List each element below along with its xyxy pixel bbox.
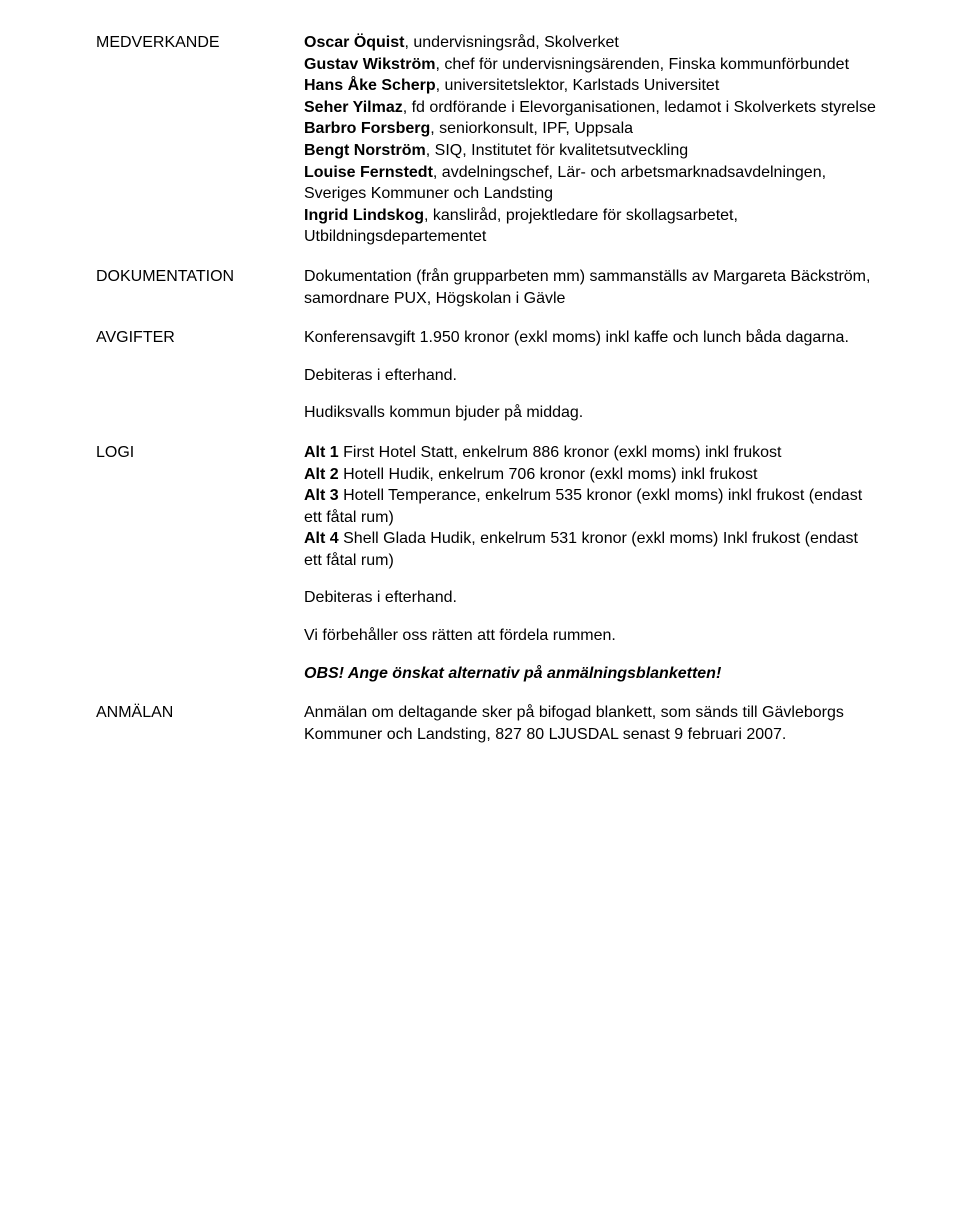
section-logi: LOGI Alt 1 First Hotel Statt, enkelrum 8… — [96, 442, 880, 684]
person-name: Ingrid Lindskog — [304, 207, 424, 224]
label-logi: LOGI — [96, 442, 304, 684]
logi-p2: Debiteras i efterhand. — [304, 587, 880, 609]
label-medverkande: MEDVERKANDE — [96, 32, 304, 248]
person-role: , seniorkonsult, IPF, Uppsala — [430, 120, 633, 137]
person-role: , chef för undervisningsärenden, Finska … — [435, 56, 849, 73]
dokumentation-text: Dokumentation (från grupparbeten mm) sam… — [304, 266, 880, 309]
person-role: , undervisningsråd, Skolverket — [404, 34, 618, 51]
avgifter-p3: Hudiksvalls kommun bjuder på middag. — [304, 402, 880, 424]
person-name: Seher Yilmaz — [304, 99, 403, 116]
person-name: Hans Åke Scherp — [304, 77, 436, 94]
section-dokumentation: DOKUMENTATION Dokumentation (från gruppa… — [96, 266, 880, 309]
label-anmalan: ANMÄLAN — [96, 702, 304, 745]
avgifter-p2: Debiteras i efterhand. — [304, 365, 880, 387]
logi-alt-lead: Alt 3 — [304, 487, 339, 504]
logi-alt-lead: Alt 2 — [304, 466, 339, 483]
person-name: Barbro Forsberg — [304, 120, 430, 137]
label-avgifter: AVGIFTER — [96, 327, 304, 424]
person-name: Louise Fernstedt — [304, 164, 433, 181]
section-anmalan: ANMÄLAN Anmälan om deltagande sker på bi… — [96, 702, 880, 745]
content-medverkande: Oscar Öquist, undervisningsråd, Skolverk… — [304, 32, 880, 248]
content-logi: Alt 1 First Hotel Statt, enkelrum 886 kr… — [304, 442, 880, 684]
person-role: , universitetslektor, Karlstads Universi… — [436, 77, 720, 94]
logi-alt-rest: First Hotel Statt, enkelrum 886 kronor (… — [339, 444, 782, 461]
logi-alt-lead: Alt 4 — [304, 530, 339, 547]
person-name: Oscar Öquist — [304, 34, 404, 51]
section-medverkande: MEDVERKANDE Oscar Öquist, undervisningsr… — [96, 32, 880, 248]
people-list: Oscar Öquist, undervisningsråd, Skolverk… — [304, 32, 880, 248]
logi-alt-rest: Shell Glada Hudik, enkelrum 531 kronor (… — [304, 530, 858, 569]
logi-alt-rest: Hotell Hudik, enkelrum 706 kronor (exkl … — [339, 466, 758, 483]
logi-alt-lead: Alt 1 — [304, 444, 339, 461]
avgifter-p1: Konferensavgift 1.950 kronor (exkl moms)… — [304, 327, 880, 349]
person-role: , SIQ, Institutet för kvalitetsutvecklin… — [426, 142, 688, 159]
logi-p3: Vi förbehåller oss rätten att fördela ru… — [304, 625, 880, 647]
person-name: Gustav Wikström — [304, 56, 435, 73]
anmalan-text: Anmälan om deltagande sker på bifogad bl… — [304, 702, 880, 745]
section-avgifter: AVGIFTER Konferensavgift 1.950 kronor (e… — [96, 327, 880, 424]
content-anmalan: Anmälan om deltagande sker på bifogad bl… — [304, 702, 880, 745]
content-avgifter: Konferensavgift 1.950 kronor (exkl moms)… — [304, 327, 880, 424]
logi-obs: OBS! Ange önskat alternativ på anmälning… — [304, 663, 880, 685]
content-dokumentation: Dokumentation (från grupparbeten mm) sam… — [304, 266, 880, 309]
label-dokumentation: DOKUMENTATION — [96, 266, 304, 309]
person-role: , fd ordförande i Elevorganisationen, le… — [403, 99, 876, 116]
logi-alts: Alt 1 First Hotel Statt, enkelrum 886 kr… — [304, 442, 880, 572]
logi-alt-rest: Hotell Temperance, enkelrum 535 kronor (… — [304, 487, 862, 526]
person-name: Bengt Norström — [304, 142, 426, 159]
